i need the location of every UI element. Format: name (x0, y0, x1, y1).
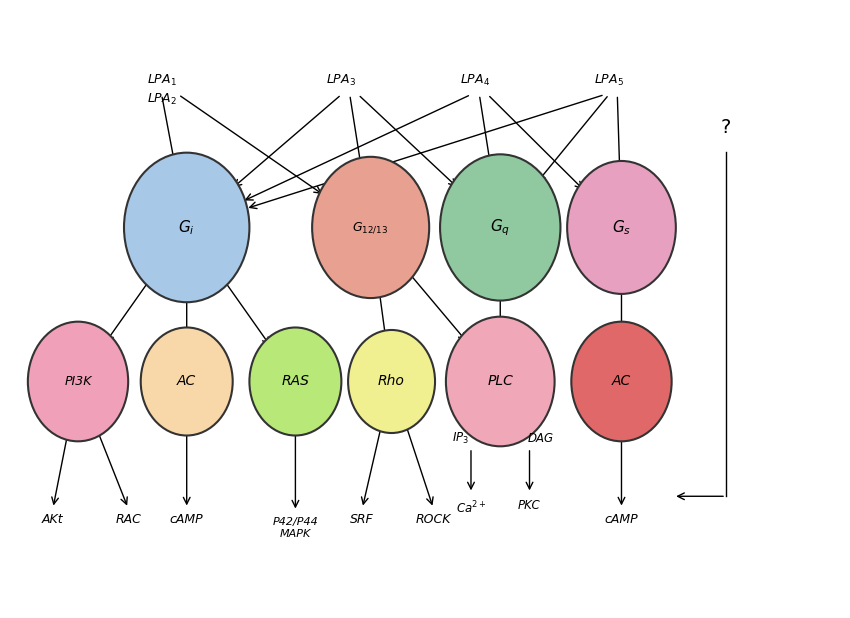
Text: SRF: SRF (350, 513, 374, 526)
Text: LPA$_2$: LPA$_2$ (147, 91, 177, 107)
Text: RAC: RAC (116, 513, 141, 526)
Ellipse shape (446, 316, 554, 446)
Text: Rho: Rho (378, 375, 405, 389)
Ellipse shape (348, 330, 435, 433)
Text: P42/P44
MAPK: P42/P44 MAPK (273, 517, 318, 539)
Text: ?: ? (721, 118, 731, 137)
Ellipse shape (567, 161, 676, 294)
Text: G$_q$: G$_q$ (490, 217, 510, 238)
Text: PKC: PKC (518, 499, 541, 512)
Ellipse shape (249, 328, 342, 436)
Text: ROCK: ROCK (416, 513, 451, 526)
Ellipse shape (28, 321, 128, 441)
Text: G$_i$: G$_i$ (178, 218, 196, 237)
Ellipse shape (141, 328, 233, 436)
Text: AC: AC (177, 375, 196, 389)
Ellipse shape (571, 321, 672, 441)
Text: IP$_3$: IP$_3$ (451, 431, 468, 446)
Text: G$_s$: G$_s$ (612, 218, 632, 237)
Text: PLC: PLC (487, 375, 513, 389)
Text: RAS: RAS (281, 375, 309, 389)
Text: LPA$_1$: LPA$_1$ (147, 74, 177, 88)
Text: PI3K: PI3K (65, 375, 92, 388)
Text: cAMP: cAMP (604, 513, 638, 526)
Ellipse shape (312, 157, 429, 298)
Text: LPA$_4$: LPA$_4$ (460, 74, 490, 88)
Text: AC: AC (612, 375, 631, 389)
Text: LPA$_3$: LPA$_3$ (326, 74, 356, 88)
Text: Ca$^{2+}$: Ca$^{2+}$ (456, 499, 486, 516)
Text: G$_{12/13}$: G$_{12/13}$ (353, 220, 388, 235)
Text: LPA$_5$: LPA$_5$ (594, 74, 624, 88)
Text: DAG: DAG (527, 433, 553, 446)
Text: AKt: AKt (42, 513, 64, 526)
Text: cAMP: cAMP (170, 513, 203, 526)
Ellipse shape (440, 154, 560, 300)
Ellipse shape (124, 153, 249, 302)
